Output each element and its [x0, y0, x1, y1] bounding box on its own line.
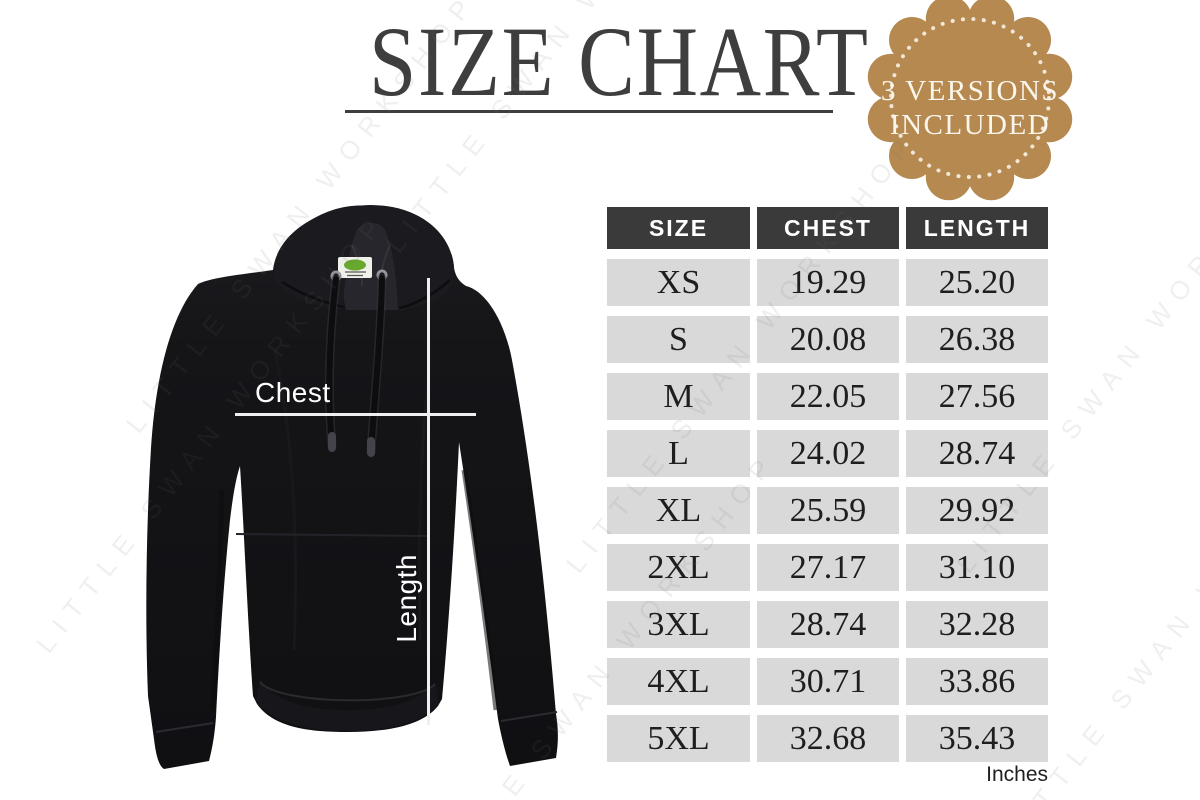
- badge-dotted-ring: [889, 17, 1051, 179]
- hoodie-body: [146, 205, 558, 770]
- size-cell: XL: [607, 487, 750, 534]
- size-cell: M: [607, 373, 750, 420]
- chest-cell: 22.05: [757, 373, 899, 420]
- length-cell: 35.43: [906, 715, 1048, 762]
- chest-cell: 19.29: [757, 259, 899, 306]
- chest-cell: 32.68: [757, 715, 899, 762]
- size-cell: XS: [607, 259, 750, 306]
- chest-label: Chest: [255, 377, 331, 408]
- pocket-seam: [235, 533, 429, 537]
- title-block: SIZE CHART: [330, 0, 870, 117]
- size-cell: 4XL: [607, 658, 750, 705]
- chest-measure-line: [235, 413, 476, 416]
- hood: [272, 205, 455, 310]
- hoodie-photo: [146, 205, 558, 770]
- chest-cell: 24.02: [757, 430, 899, 477]
- chest-cell: 25.59: [757, 487, 899, 534]
- chest-cell: 30.71: [757, 658, 899, 705]
- neck-label-logo: [344, 259, 366, 271]
- length-label: Length: [391, 554, 422, 643]
- col-header-length: LENGTH: [906, 207, 1048, 249]
- length-cell: 29.92: [906, 487, 1048, 534]
- badge-line1: 3 VERSIONS: [881, 75, 1059, 107]
- page-title: SIZE CHART: [369, 6, 870, 117]
- size-cell: S: [607, 316, 750, 363]
- badge-seal-shape: [867, 0, 1073, 201]
- length-cell: 26.38: [906, 316, 1048, 363]
- title-underline: [345, 110, 833, 113]
- chest-cell: 20.08: [757, 316, 899, 363]
- length-cell: 25.20: [906, 259, 1048, 306]
- waistband: [256, 680, 439, 731]
- size-cell: L: [607, 430, 750, 477]
- badge-line2: INCLUDED: [890, 109, 1050, 141]
- col-header-size: SIZE: [607, 207, 750, 249]
- length-cell: 28.74: [906, 430, 1048, 477]
- versions-badge: 3 VERSIONS INCLUDED: [867, 0, 1073, 201]
- length-cell: 33.86: [906, 658, 1048, 705]
- length-cell: 27.56: [906, 373, 1048, 420]
- col-header-chest: CHEST: [757, 207, 899, 249]
- chest-cell: 27.17: [757, 544, 899, 591]
- length-cell: 32.28: [906, 601, 1048, 648]
- size-cell: 5XL: [607, 715, 750, 762]
- drawstrings: [324, 273, 387, 457]
- length-measure-line: [427, 278, 430, 725]
- size-table: SIZE CHEST LENGTH XS 19.29 25.20 S 20.08…: [607, 207, 1048, 762]
- length-cell: 31.10: [906, 544, 1048, 591]
- unit-label: Inches: [986, 763, 1048, 786]
- chest-cell: 28.74: [757, 601, 899, 648]
- size-cell: 2XL: [607, 544, 750, 591]
- size-cell: 3XL: [607, 601, 750, 648]
